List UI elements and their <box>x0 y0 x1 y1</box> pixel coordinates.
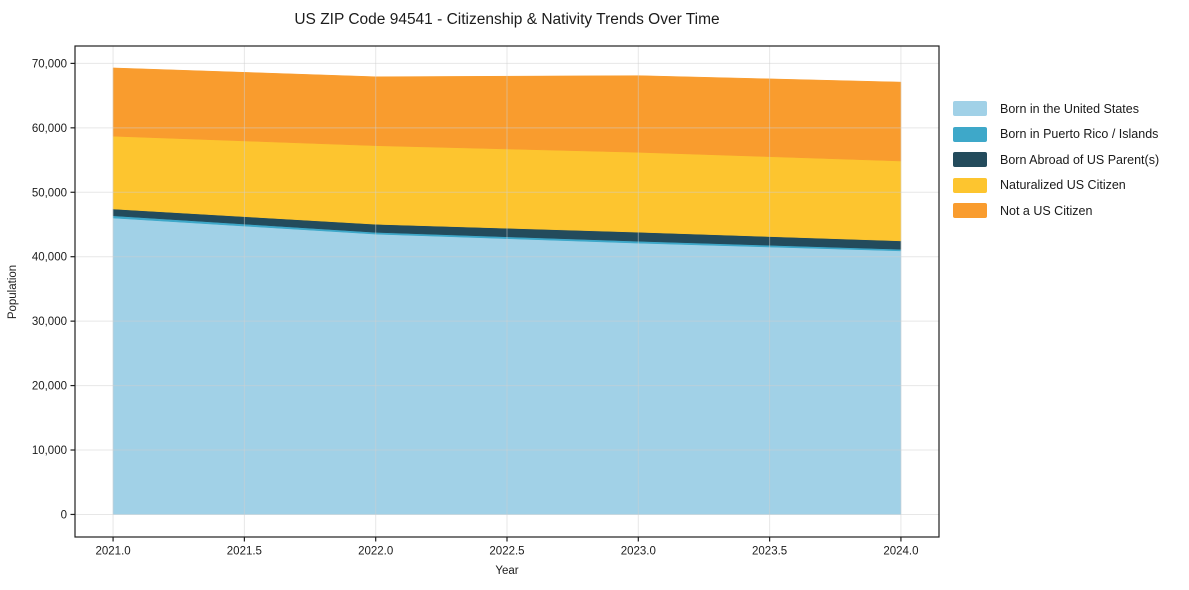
x-tick-label: 2023.5 <box>752 546 787 558</box>
y-tick-label: 30,000 <box>32 316 67 328</box>
x-tick-label: 2021.0 <box>95 546 130 558</box>
y-tick-label: 70,000 <box>32 58 67 70</box>
legend-label: Born in the United States <box>1000 101 1139 116</box>
x-tick-label: 2022.5 <box>489 546 524 558</box>
legend-swatch <box>953 126 987 142</box>
legend-item: Not a US Citizen <box>953 203 1159 218</box>
y-tick-label: 20,000 <box>32 381 67 393</box>
y-axis-label: Population <box>7 265 19 319</box>
x-tick-label: 2022.0 <box>358 546 393 558</box>
legend-item: Born in Puerto Rico / Islands <box>953 126 1159 142</box>
y-tick-label: 50,000 <box>32 187 67 199</box>
y-tick-label: 0 <box>61 509 67 521</box>
y-tick-label: 60,000 <box>32 123 67 135</box>
y-tick-label: 10,000 <box>32 445 67 457</box>
legend-swatch <box>953 203 987 218</box>
chart-title: US ZIP Code 94541 - Citizenship & Nativi… <box>294 11 719 28</box>
axis-ticks <box>70 62 902 542</box>
legend-label: Born in Puerto Rico / Islands <box>1000 127 1159 141</box>
legend-swatch <box>953 101 987 116</box>
x-tick-label: 2024.0 <box>883 546 918 558</box>
gridlines <box>75 46 939 537</box>
tick-labels: 2021.0 2021.5 2022.0 2022.5 2023.0 2023.5 2024… <box>32 58 919 557</box>
y-tick-label: 40,000 <box>32 252 67 264</box>
legend-item: Born in the United States <box>953 101 1159 116</box>
legend-label: Naturalized US Citizen <box>1000 178 1126 192</box>
legend-swatch <box>953 177 987 193</box>
legend-label: Not a US Citizen <box>1000 203 1093 218</box>
x-tick-label: 2021.5 <box>227 546 262 558</box>
legend-item: Naturalized US Citizen <box>953 177 1159 193</box>
legend-label: Born Abroad of US Parent(s) <box>1000 152 1160 167</box>
x-axis-label: Year <box>495 565 518 577</box>
legend-item: Born Abroad of US Parent(s) <box>953 152 1159 167</box>
x-tick-label: 2023.0 <box>621 546 656 558</box>
legend: Born in the United States Born in Puerto … <box>953 101 1159 218</box>
legend-swatch <box>953 152 987 167</box>
